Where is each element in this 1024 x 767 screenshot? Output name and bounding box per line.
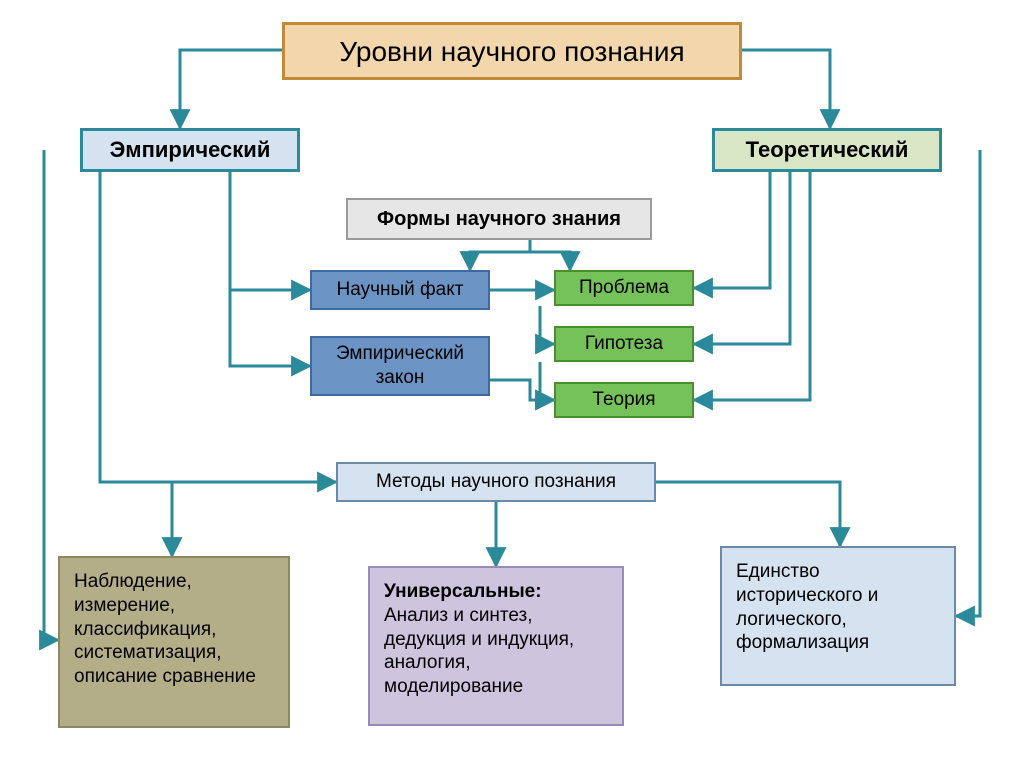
observation-box: Наблюдение, измерение, классификация, си… (58, 556, 290, 728)
unity-label: Единство исторического и логического, фо… (736, 560, 940, 655)
hypothesis-box: Гипотеза (554, 326, 694, 362)
methods-box: Методы научного познания (336, 462, 656, 502)
forms-label: Формы научного знания (377, 207, 621, 232)
theoretical-label: Теоретический (746, 136, 909, 164)
title-box: Уровни научного познания (282, 22, 742, 80)
empirical-law-box: Эмпирический закон (310, 336, 490, 396)
problem-box: Проблема (554, 270, 694, 306)
title-text: Уровни научного познания (339, 34, 684, 69)
empirical-law-label: Эмпирический закон (322, 342, 478, 390)
theoretical-box: Теоретический (712, 128, 942, 172)
fact-box: Научный факт (310, 270, 490, 310)
theory-label: Теория (592, 388, 655, 412)
methods-label: Методы научного познания (376, 470, 616, 494)
observation-label: Наблюдение, измерение, классификация, си… (74, 570, 274, 689)
unity-box: Единство исторического и логического, фо… (720, 546, 956, 686)
empirical-box: Эмпирический (80, 128, 300, 172)
hypothesis-label: Гипотеза (585, 332, 663, 356)
universal-box: Универсальные: Анализ и синтез, дедукция… (368, 566, 624, 726)
fact-label: Научный факт (337, 278, 464, 302)
theory-box: Теория (554, 382, 694, 418)
forms-box: Формы научного знания (346, 198, 652, 240)
problem-label: Проблема (579, 276, 669, 300)
empirical-label: Эмпирический (110, 136, 271, 164)
universal-body: Анализ и синтез, дедукция и индукция, ан… (384, 605, 574, 697)
universal-title: Универсальные: (384, 581, 542, 602)
